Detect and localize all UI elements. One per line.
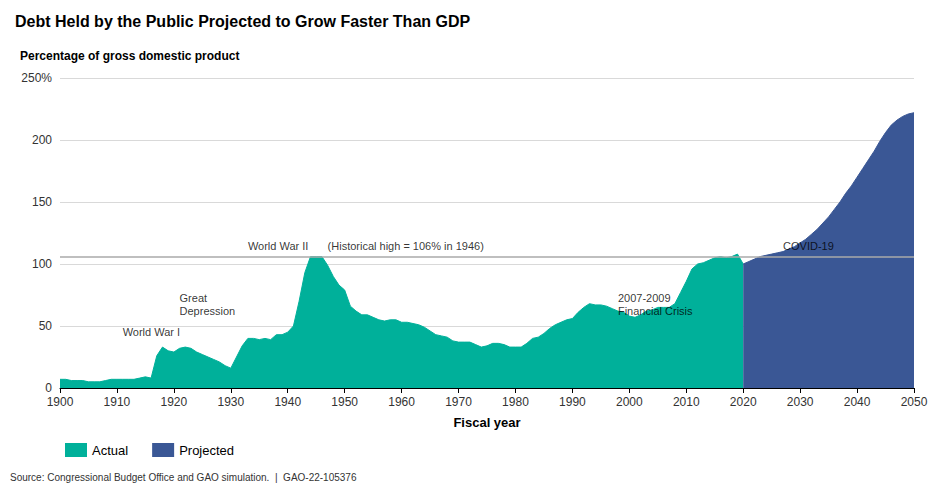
svg-text:World War II: World War II [248, 240, 309, 252]
svg-text:150: 150 [32, 195, 52, 209]
svg-text:1950: 1950 [331, 395, 358, 409]
svg-text:1930: 1930 [217, 395, 244, 409]
svg-text:1910: 1910 [104, 395, 131, 409]
svg-text:250%: 250% [21, 71, 52, 85]
svg-text:0: 0 [45, 381, 52, 395]
svg-text:1940: 1940 [274, 395, 301, 409]
svg-text:Depression: Depression [180, 305, 236, 317]
svg-text:(Historical high = 106% in 194: (Historical high = 106% in 1946) [328, 240, 484, 252]
svg-text:COVID-19: COVID-19 [783, 240, 834, 252]
svg-text:2040: 2040 [844, 395, 871, 409]
svg-text:World War I: World War I [123, 326, 180, 338]
svg-text:Financial Crisis: Financial Crisis [618, 305, 693, 317]
svg-text:200: 200 [32, 133, 52, 147]
svg-text:2030: 2030 [787, 395, 814, 409]
svg-text:2020: 2020 [730, 395, 757, 409]
svg-text:Source: Congressional Budget O: Source: Congressional Budget Office and … [10, 472, 357, 483]
svg-text:2050: 2050 [901, 395, 928, 409]
svg-text:100: 100 [32, 257, 52, 271]
svg-text:2007-2009: 2007-2009 [618, 292, 671, 304]
svg-text:1970: 1970 [445, 395, 472, 409]
svg-text:50: 50 [39, 319, 53, 333]
svg-text:Debt Held by the Public Projec: Debt Held by the Public Projected to Gro… [15, 13, 471, 30]
svg-text:1960: 1960 [388, 395, 415, 409]
svg-text:2010: 2010 [673, 395, 700, 409]
svg-text:1920: 1920 [161, 395, 188, 409]
svg-text:Percentage of gross domestic p: Percentage of gross domestic product [20, 49, 239, 63]
svg-text:Projected: Projected [179, 443, 234, 458]
svg-text:1990: 1990 [559, 395, 586, 409]
svg-text:2000: 2000 [616, 395, 643, 409]
svg-text:Fiscal year: Fiscal year [453, 415, 520, 430]
svg-text:Great: Great [180, 292, 208, 304]
svg-text:1900: 1900 [47, 395, 74, 409]
svg-text:1980: 1980 [502, 395, 529, 409]
svg-text:Actual: Actual [92, 443, 128, 458]
